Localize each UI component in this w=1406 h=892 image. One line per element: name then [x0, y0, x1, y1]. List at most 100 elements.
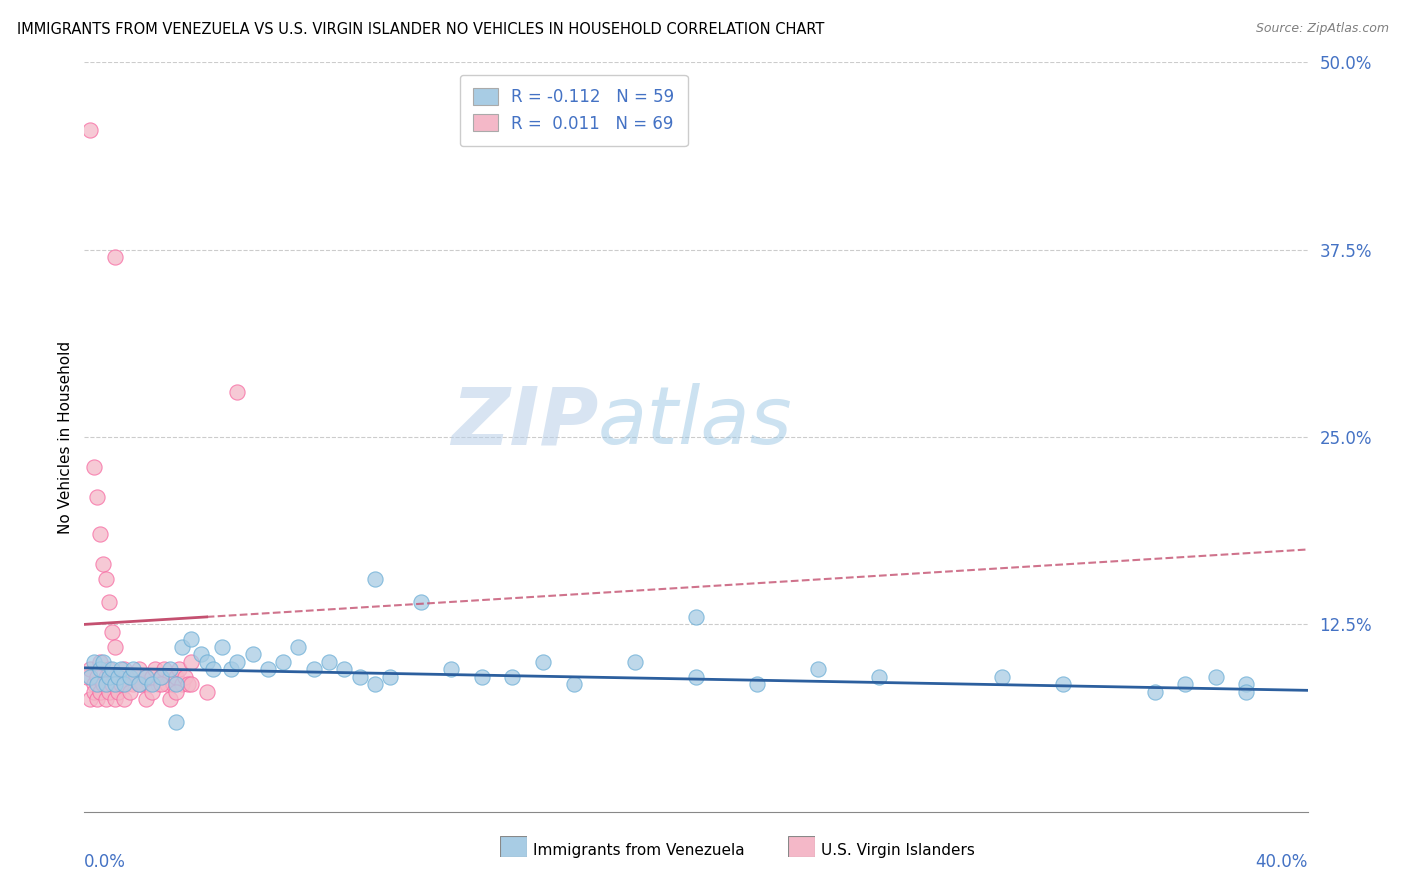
Point	[440, 662, 463, 676]
Point	[471, 670, 494, 684]
Point	[172, 640, 194, 654]
Point	[364, 573, 387, 587]
Point	[107, 670, 129, 684]
Point	[562, 677, 585, 691]
Point	[869, 670, 891, 684]
Point	[195, 685, 218, 699]
Point	[1052, 677, 1074, 691]
Point	[1174, 677, 1197, 691]
Point	[107, 685, 129, 699]
Point	[502, 670, 524, 684]
Y-axis label: No Vehicles in Household: No Vehicles in Household	[58, 341, 73, 533]
Point	[97, 595, 120, 609]
Point	[128, 662, 150, 676]
Point	[141, 677, 163, 691]
Point	[991, 670, 1014, 684]
Point	[143, 662, 166, 676]
Point	[112, 662, 135, 676]
Point	[1236, 685, 1258, 699]
Point	[101, 624, 124, 639]
Point	[174, 670, 197, 684]
Point	[685, 610, 707, 624]
Point	[83, 460, 105, 475]
Point	[76, 670, 98, 684]
Point	[226, 385, 249, 400]
Point	[242, 648, 264, 662]
Point	[89, 685, 111, 699]
Point	[101, 677, 124, 691]
Point	[120, 670, 142, 684]
Point	[180, 655, 202, 669]
Point	[83, 685, 105, 699]
Point	[190, 648, 212, 662]
Point	[624, 655, 647, 669]
Point	[89, 527, 111, 541]
Point	[112, 677, 135, 691]
Point	[195, 655, 218, 669]
Point	[120, 670, 142, 684]
Point	[167, 662, 190, 676]
Point	[162, 677, 184, 691]
Point	[333, 662, 356, 676]
Point	[91, 677, 114, 691]
Point	[159, 662, 181, 676]
Point	[364, 677, 387, 691]
Point	[271, 655, 294, 669]
Point	[409, 595, 432, 609]
Point	[86, 490, 108, 504]
Point	[807, 662, 830, 676]
Point	[79, 662, 101, 676]
Point	[110, 677, 132, 691]
Point	[1236, 677, 1258, 691]
Point	[141, 670, 163, 684]
Point	[79, 670, 101, 684]
Point	[165, 685, 187, 699]
Point	[94, 670, 117, 684]
Point	[112, 692, 135, 706]
Point	[110, 662, 132, 676]
Point	[104, 250, 127, 264]
Legend: R = -0.112   N = 59, R =  0.011   N = 69: R = -0.112 N = 59, R = 0.011 N = 69	[460, 75, 688, 146]
Point	[135, 670, 157, 684]
Point	[79, 692, 101, 706]
Point	[122, 662, 145, 676]
Point	[83, 677, 105, 691]
Point	[1143, 685, 1166, 699]
Point	[91, 677, 114, 691]
Point	[180, 632, 202, 647]
Point	[91, 558, 114, 572]
Point	[101, 662, 124, 676]
Point	[318, 655, 340, 669]
Point	[226, 655, 249, 669]
Point	[165, 714, 187, 729]
Point	[180, 677, 202, 691]
Point	[201, 662, 224, 676]
Point	[125, 670, 148, 684]
Point	[97, 662, 120, 676]
Point	[747, 677, 769, 691]
Point	[153, 662, 176, 676]
Point	[79, 123, 101, 137]
Point	[94, 677, 117, 691]
Point	[120, 685, 142, 699]
Text: 0.0%: 0.0%	[84, 853, 127, 871]
Point	[135, 692, 157, 706]
Point	[97, 685, 120, 699]
Point	[91, 655, 114, 669]
Point	[149, 670, 172, 684]
Point	[104, 692, 127, 706]
Point	[685, 670, 707, 684]
Point	[128, 677, 150, 691]
Point	[349, 670, 371, 684]
Point	[531, 655, 554, 669]
Point	[104, 670, 127, 684]
Point	[149, 670, 172, 684]
Point	[146, 677, 169, 691]
Point	[149, 677, 172, 691]
Point	[110, 670, 132, 684]
Text: ZIP: ZIP	[451, 383, 598, 461]
Point	[211, 640, 233, 654]
Text: Source: ZipAtlas.com: Source: ZipAtlas.com	[1256, 22, 1389, 36]
Point	[302, 662, 325, 676]
Point	[165, 677, 187, 691]
